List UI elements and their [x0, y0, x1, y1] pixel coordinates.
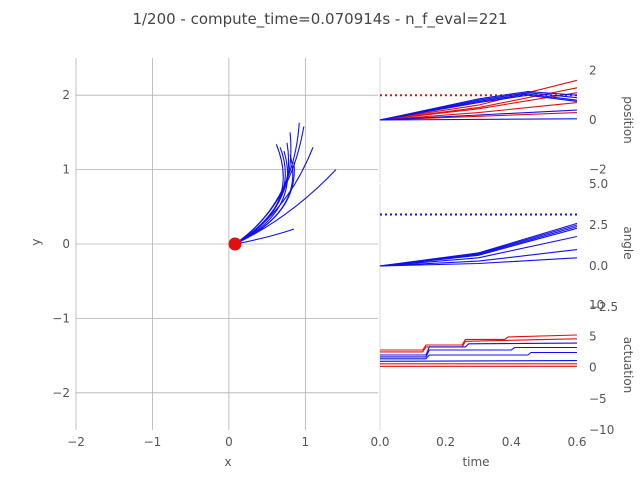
trajectory-ticks: −2 −1 0 1 2 1 0 −1 −2 — [52, 88, 309, 449]
actuation-ytick-label: 10 — [589, 298, 604, 312]
trajectory-grid — [75, 58, 378, 430]
actuation-series-line — [380, 351, 577, 360]
trajectory-plot: −2 −1 0 1 2 1 0 −1 −2 x y — [29, 58, 378, 469]
actuation-ticks: 10 5 0 −5 −10 0.0 0.2 0.4 0.6 — [370, 298, 614, 449]
trajectory-series-line — [234, 147, 314, 245]
actuation-series-line — [380, 334, 578, 351]
actuation-ytick-label: −5 — [589, 392, 607, 406]
actuation-ylabel: actuation — [621, 337, 635, 394]
trajectory-ytick-label: 1 — [62, 163, 70, 177]
actuation-series-line — [379, 360, 578, 362]
figure-title: 1/200 - compute_time=0.070914s - n_f_eva… — [132, 10, 507, 29]
trajectory-ytick-label: −1 — [52, 311, 70, 325]
angle-ytick-label: 2.5 — [589, 218, 608, 232]
angle-series-line — [379, 235, 578, 267]
actuation-ytick-label: 0 — [589, 361, 597, 375]
angle-ytick-label: 0.0 — [589, 259, 608, 273]
trajectory-ylabel: y — [29, 238, 43, 245]
trajectory-lines — [228, 122, 337, 251]
position-series-line — [379, 92, 578, 121]
trajectory-ytick-label: 0 — [62, 237, 70, 251]
trajectory-ytick-label: 2 — [62, 88, 70, 102]
position-ylabel: position — [621, 96, 635, 144]
angle-series-line — [379, 249, 578, 267]
position-series-line — [379, 118, 578, 121]
trajectory-series-line — [234, 228, 295, 245]
angle-series-line — [379, 227, 578, 267]
angle-series-line — [379, 257, 578, 267]
actuation-xlabel: time — [462, 455, 489, 469]
angle-ytick-label: 5.0 — [589, 177, 608, 191]
actuation-plot: 10 5 0 −5 −10 0.0 0.2 0.4 0.6 actuation time — [370, 298, 635, 469]
angle-lines — [379, 184, 578, 307]
position-plot: 2 0 −2 position — [379, 58, 635, 182]
position-ytick-label: 2 — [589, 63, 597, 77]
position-series-line — [379, 94, 578, 121]
actuation-xtick-label: 0.2 — [436, 435, 455, 449]
trajectory-series-line — [234, 122, 300, 245]
trajectory-series-line — [234, 142, 290, 245]
trajectory-xtick-label: −1 — [144, 435, 162, 449]
angle-ylabel: angle — [621, 226, 635, 259]
actuation-series-line — [380, 342, 578, 356]
trajectory-xtick-label: 0 — [225, 435, 233, 449]
actuation-xtick-label: 0.4 — [502, 435, 521, 449]
actuation-xtick-label: 0.6 — [567, 435, 586, 449]
trajectory-series-line — [234, 150, 289, 245]
position-series-line — [379, 90, 578, 121]
position-series-line — [379, 109, 578, 121]
position-ytick-label: 0 — [589, 113, 597, 127]
trajectory-start-point — [228, 237, 242, 251]
trajectory-xtick-label: −2 — [67, 435, 85, 449]
angle-plot: 5.0 2.5 0.0 −2.5 angle — [379, 177, 635, 314]
actuation-xtick-label: 0.0 — [370, 435, 389, 449]
position-lines — [379, 58, 578, 182]
angle-ticks: 5.0 2.5 0.0 −2.5 — [589, 177, 618, 314]
trajectory-xtick-label: 1 — [302, 435, 310, 449]
position-series-line — [379, 102, 578, 121]
position-ticks: 2 0 −2 — [589, 63, 607, 176]
actuation-lines — [379, 305, 578, 430]
position-ytick-label: −2 — [589, 163, 607, 177]
position-series-line — [379, 92, 578, 121]
position-series-line — [379, 79, 578, 121]
actuation-series-line — [380, 346, 577, 358]
angle-ytick-label: −2.5 — [589, 300, 618, 314]
actuation-ytick-label: 5 — [589, 329, 597, 343]
actuation-ytick-label: −10 — [589, 423, 614, 437]
trajectory-series-line — [234, 162, 295, 245]
position-series-line — [379, 93, 578, 121]
trajectory-xlabel: x — [224, 455, 231, 469]
trajectory-ytick-label: −2 — [52, 386, 70, 400]
